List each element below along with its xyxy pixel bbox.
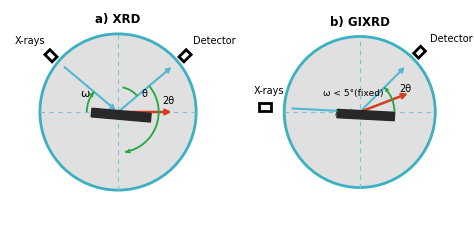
Text: X-rays: X-rays	[253, 86, 284, 96]
Text: ω: ω	[81, 89, 90, 99]
Polygon shape	[91, 109, 151, 122]
Text: ω < 5°(fixed): ω < 5°(fixed)	[323, 89, 384, 98]
Polygon shape	[45, 50, 57, 63]
Text: X-rays: X-rays	[14, 36, 45, 46]
Text: b) GIXRD: b) GIXRD	[330, 16, 390, 29]
Circle shape	[284, 37, 435, 188]
Text: θ: θ	[141, 89, 147, 99]
Text: 2θ: 2θ	[399, 83, 411, 93]
Polygon shape	[259, 104, 272, 111]
Text: a) XRD: a) XRD	[95, 13, 141, 26]
Text: Detector: Detector	[193, 36, 236, 46]
Polygon shape	[414, 47, 426, 59]
Text: 2θ: 2θ	[162, 95, 174, 105]
Polygon shape	[179, 50, 191, 63]
Polygon shape	[337, 110, 395, 121]
Circle shape	[40, 35, 196, 190]
Text: Detector: Detector	[430, 34, 473, 44]
